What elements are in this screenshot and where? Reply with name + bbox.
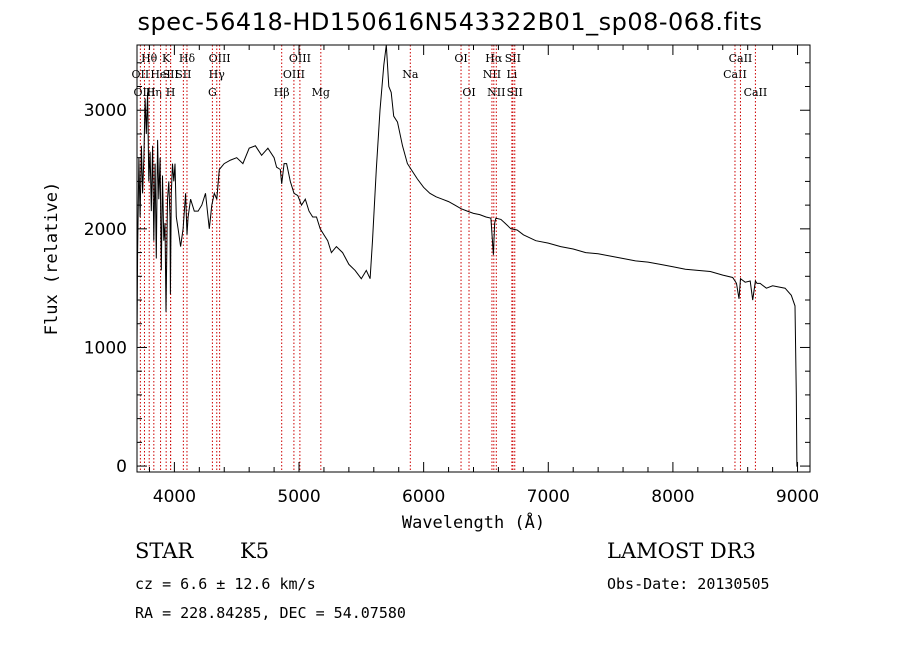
line-marker-label: OIII xyxy=(133,86,155,99)
line-marker-label: OIII xyxy=(209,52,231,65)
line-marker-label: NII xyxy=(487,86,505,99)
line-marker-label: Hγ xyxy=(209,68,226,81)
coordinates-text: RA = 228.84285, DEC = 54.07580 xyxy=(135,604,406,622)
axis-ticks: 4000 5000 6000 7000 8000 9000 0 1000 2000 3000 xyxy=(84,45,819,507)
x-tick-label: 6000 xyxy=(402,487,445,507)
y-tick-label: 0 xyxy=(116,457,127,477)
line-marker-label: CaII xyxy=(723,68,747,81)
x-tick-label: 7000 xyxy=(527,487,570,507)
line-marker-label: Hδ xyxy=(179,52,196,65)
line-marker-label: SII xyxy=(175,68,191,81)
x-tick-label: 4000 xyxy=(153,487,196,507)
line-marker-label: Hα xyxy=(485,52,503,65)
line-marker-label: OII xyxy=(132,68,150,81)
line-marker-label: Na xyxy=(402,68,419,81)
line-marker-label: OIII xyxy=(289,52,311,65)
line-marker-label: H xyxy=(166,86,176,99)
survey-name: LAMOST DR3 xyxy=(607,539,756,563)
line-marker-label: OI xyxy=(462,86,475,99)
line-marker-label: CaII xyxy=(729,52,753,65)
y-tick-label: 3000 xyxy=(84,101,127,121)
line-marker-label: SII xyxy=(505,52,521,65)
line-marker-label: OI xyxy=(454,52,467,65)
line-marker-label: K xyxy=(162,52,171,65)
line-marker-label: G xyxy=(208,86,217,99)
y-axis-label: Flux (relative) xyxy=(42,182,62,336)
line-marker-label: CaII xyxy=(744,86,768,99)
x-tick-label: 9000 xyxy=(776,487,819,507)
line-marker-label: Li xyxy=(506,68,517,81)
x-axis-label: Wavelength (Å) xyxy=(402,511,545,533)
x-tick-label: 8000 xyxy=(651,487,694,507)
obs-date-text: Obs-Date: 20130505 xyxy=(607,575,770,593)
line-marker-label: SII xyxy=(507,86,523,99)
line-marker-label: NII xyxy=(483,68,501,81)
redshift-text: cz = 6.6 ± 12.6 km/s xyxy=(135,575,316,593)
object-subclass: K5 xyxy=(240,539,270,563)
spectrum-line xyxy=(136,44,798,467)
line-marker-label: Hθ xyxy=(141,52,158,65)
line-marker-label: OIII xyxy=(283,68,305,81)
line-marker-label: Mg xyxy=(312,86,330,99)
y-tick-label: 1000 xyxy=(84,338,127,358)
x-tick-label: 5000 xyxy=(277,487,320,507)
chart-title: spec-56418-HD150616N543322B01_sp08-068.f… xyxy=(137,8,763,36)
object-class: STAR xyxy=(135,539,194,563)
plot-frame xyxy=(136,44,811,473)
line-marker-label: Hβ xyxy=(274,86,290,99)
y-tick-label: 2000 xyxy=(84,220,127,240)
line-marker-label: Hη xyxy=(146,86,162,99)
